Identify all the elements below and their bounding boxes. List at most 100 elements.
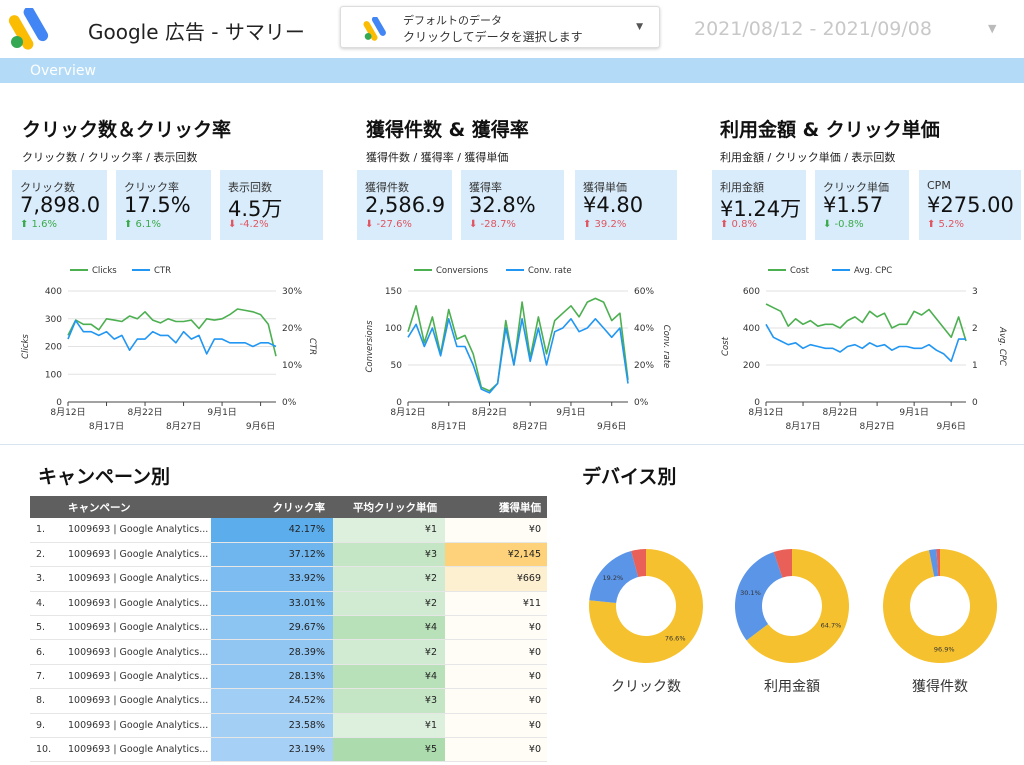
caret-down-icon[interactable]: ▼ [636,22,643,32]
x-tick-label: 8月12日 [748,407,783,418]
x-tick-label: 9月1日 [899,407,928,418]
table-row[interactable]: 4. 1009693 | Google Analytics... 33.01% ¥2 ¥… [30,591,547,617]
y2-tick-label: 0% [282,398,297,408]
kpi-card: 獲得件数 2,586.9 ⬇ -27.6% [357,170,452,240]
x-tick-label: 8月27日 [513,421,548,432]
kpi-card: クリック率 17.5% ⬆ 6.1% [116,170,211,240]
cpa-cell: ¥0 [445,737,547,763]
donut-slice-label: 76.6% [665,634,686,642]
donut-slice-label: 30.1% [740,589,761,597]
kpi-label: 獲得件数 [365,181,409,194]
y2-tick-label: 1 [972,361,978,371]
legend-label: Cost [790,266,810,276]
col-ctr[interactable]: クリック率 [211,496,333,518]
table-row[interactable]: 5. 1009693 | Google Analytics... 29.67% ¥4 ¥… [30,615,547,641]
kpi-label: クリック単価 [823,181,889,194]
cpa-cell: ¥0 [445,664,547,690]
y-tick-label: 200 [743,361,760,371]
avg-cpc-cell: ¥5 [333,737,445,763]
donut-slice [589,550,639,603]
kpi-delta: ⬇ -27.6% [365,219,412,230]
ctr-cell: 42.17% [211,518,333,543]
table-row[interactable]: 6. 1009693 | Google Analytics... 28.39% ¥2 ¥… [30,639,547,665]
kpi-card: CPM ¥275.00 ⬆ 5.2% [919,170,1021,240]
y-tick-label: 100 [385,324,402,334]
data-source-hint: クリックしてデータを選択します [403,30,583,44]
kpi-value: 4.5万 [228,197,283,221]
ctr-cell: 33.92% [211,566,333,592]
campaign-name: 1009693 | Google Analytics... [58,542,211,568]
kpi-label: 表示回数 [228,181,272,194]
col-campaign[interactable]: キャンペーン [58,496,211,518]
data-source-selector[interactable]: デフォルトのデータ クリックしてデータを選択します ▼ [340,6,660,48]
donut-slice [883,549,998,663]
kpi-label: クリック率 [124,181,179,194]
kpi-value: 7,898.0 [20,193,101,217]
y2-axis-label: Avg. CPC [997,326,1007,366]
y-tick-label: 100 [45,370,62,380]
ctr-cell: 23.19% [211,737,333,763]
row-number: 7. [30,664,58,690]
table-row[interactable]: 1. 1009693 | Google Analytics... 42.17% ¥1 ¥… [30,518,547,543]
tab-overview[interactable]: Overview [30,63,96,79]
y2-tick-label: 20% [634,361,654,371]
section-subtitle: 獲得件数 / 獲得率 / 獲得単価 [366,151,509,164]
x-tick-label: 8月17日 [89,421,124,432]
row-number: 3. [30,566,58,592]
legend-label: Conv. rate [528,266,572,276]
col-cpa[interactable]: 獲得単価 [445,496,547,518]
date-caret-down-icon[interactable]: ▼ [988,22,997,35]
date-range-control[interactable]: 2021/08/12 - 2021/09/08 [694,18,932,40]
series-line-avg-cpc [765,323,966,363]
cpa-cell: ¥0 [445,688,547,714]
kpi-card: 獲得率 32.8% ⬇ -28.7% [461,170,564,240]
x-tick-label: 8月27日 [860,421,895,432]
donut-slice-label: 96.9% [934,645,955,653]
x-tick-label: 8月22日 [472,407,507,418]
campaign-name: 1009693 | Google Analytics... [58,591,211,617]
cpa-cell: ¥11 [445,591,547,617]
row-number: 9. [30,713,58,739]
table-row[interactable]: 9. 1009693 | Google Analytics... 23.58% ¥1 ¥… [30,713,547,739]
x-tick-label: 9月6日 [936,421,965,432]
y2-tick-label: 3 [972,287,978,297]
table-row[interactable]: 7. 1009693 | Google Analytics... 28.13% ¥4 ¥… [30,664,547,690]
ctr-cell: 23.58% [211,713,333,739]
kpi-delta: ⬇ -4.2% [228,219,269,230]
section-subtitle: 利用金額 / クリック単価 / 表示回数 [720,151,896,164]
avg-cpc-cell: ¥2 [333,639,445,665]
col-avg-cpc[interactable]: 平均クリック単価 [333,496,445,518]
y2-tick-label: 40% [634,324,654,334]
y-tick-label: 300 [45,315,62,325]
kpi-delta: ⬆ 39.2% [583,219,627,230]
table-row[interactable]: 8. 1009693 | Google Analytics... 24.52% ¥3 ¥… [30,688,547,714]
avg-cpc-cell: ¥2 [333,566,445,592]
y2-tick-label: 10% [282,361,302,371]
series-line-conv-rate [407,317,629,394]
y2-tick-label: 60% [634,287,654,297]
campaign-name: 1009693 | Google Analytics... [58,688,211,714]
table-row[interactable]: 3. 1009693 | Google Analytics... 33.92% ¥2 ¥… [30,566,547,592]
x-tick-label: 9月1日 [556,407,585,418]
ctr-cell: 24.52% [211,688,333,714]
kpi-delta: ⬆ 5.2% [927,219,964,230]
x-tick-label: 8月12日 [50,407,85,418]
x-tick-label: 9月6日 [597,421,626,432]
google-ads-small-icon [363,17,386,41]
table-header-row: キャンペーン クリック率 平均クリック単価 獲得単価 [30,496,547,518]
table-row[interactable]: 10. 1009693 | Google Analytics... 23.19% ¥5… [30,737,547,763]
y2-axis-label: CTR [307,338,317,355]
avg-cpc-cell: ¥4 [333,664,445,690]
x-tick-label: 8月17日 [785,421,820,432]
cpa-cell: ¥0 [445,639,547,665]
avg-cpc-cell: ¥1 [333,713,445,739]
donut-slice [746,549,850,663]
ctr-cell: 28.13% [211,664,333,690]
donut-slice [589,549,704,663]
row-number: 4. [30,591,58,617]
report-header: Google 広告 - サマリー デフォルトのデータ クリックしてデータを選択し… [0,0,1024,58]
x-tick-label: 8月22日 [127,407,162,418]
section-title: 利用金額 & クリック単価 [720,119,940,141]
table-row[interactable]: 2. 1009693 | Google Analytics... 37.12% ¥3 ¥… [30,542,547,568]
